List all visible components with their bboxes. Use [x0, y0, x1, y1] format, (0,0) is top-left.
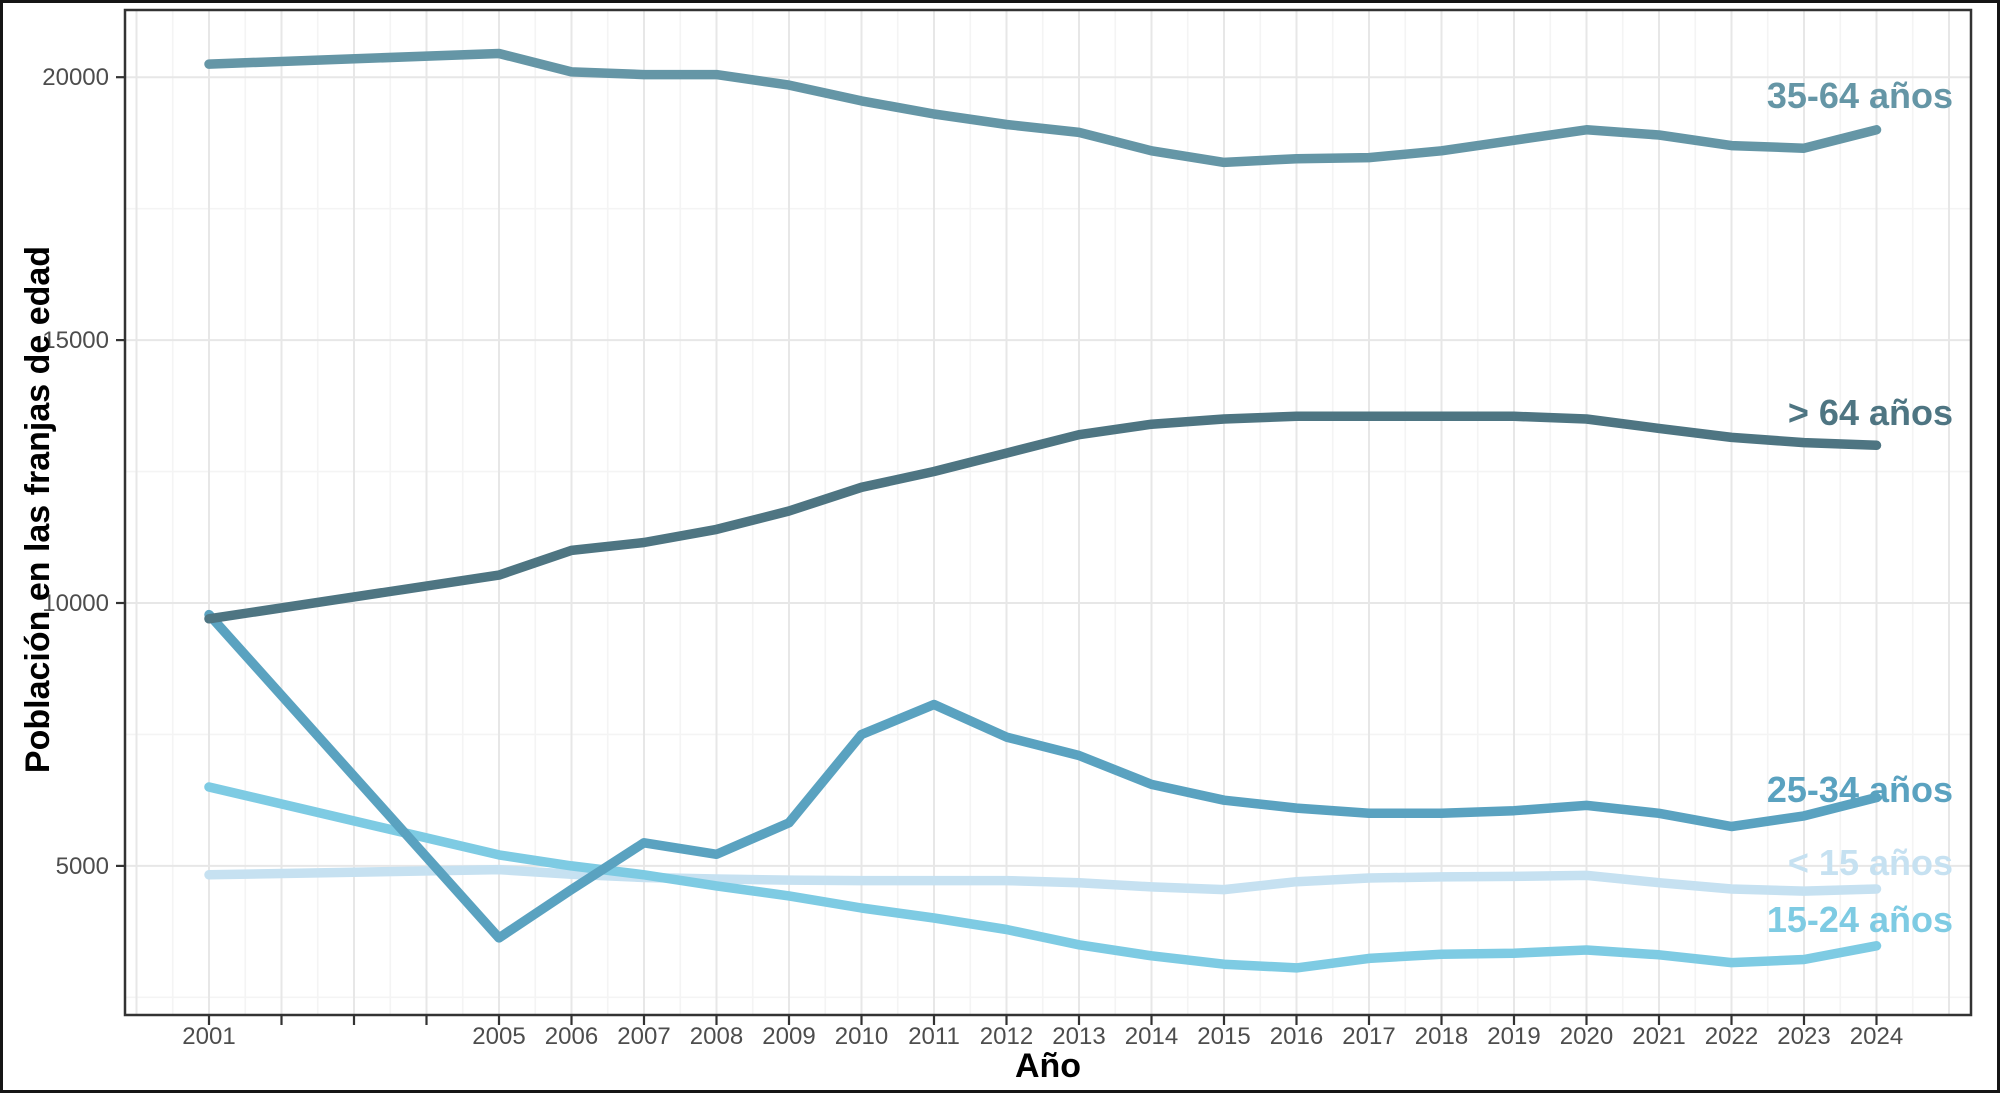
series-line-35-64-a-os [204, 48, 1882, 168]
y-tick-label: 10000 [42, 590, 109, 617]
y-tick-label: 15000 [42, 327, 109, 354]
x-tick-label: 2006 [545, 1023, 598, 1050]
x-tick-label: 2017 [1342, 1023, 1395, 1050]
x-tick-label: 2014 [1125, 1023, 1178, 1050]
series-label-35-64-a-os: 35-64 años [1766, 75, 1953, 116]
x-tick-label: 2009 [762, 1023, 815, 1050]
y-axis-title: Población en las franjas de edad [19, 245, 57, 774]
panel-border [123, 8, 1973, 1017]
x-tick-label: 2018 [1415, 1023, 1468, 1050]
x-axis-title: Año [1014, 1047, 1082, 1085]
x-tick-label: 2012 [980, 1023, 1033, 1050]
x-tick-label: 2024 [1850, 1023, 1903, 1050]
x-tick-label: 2019 [1487, 1023, 1540, 1050]
chart-canvas: 2001 2005 2006 2007 2008 2009 2010 2011 2012 2013… [42, 8, 1973, 1050]
x-tick-label: 2008 [690, 1023, 743, 1050]
x-tick-label: 2020 [1560, 1023, 1613, 1050]
x-tick-label: 2010 [835, 1023, 888, 1050]
x-tick-label: 2016 [1270, 1023, 1323, 1050]
series-line-15-24-a-os [204, 782, 1882, 973]
x-tick-label: 2023 [1777, 1023, 1830, 1050]
x-tick-label: 2007 [617, 1023, 670, 1050]
x-tick-label: 2021 [1632, 1023, 1685, 1050]
series-label--15-a-os: < 15 años [1787, 842, 1953, 883]
series-label--64-a-os: > 64 años [1787, 392, 1953, 433]
series-label-15-24-a-os: 15-24 años [1766, 899, 1953, 940]
y-tick-label: 5000 [56, 853, 109, 880]
x-tick-label: 2001 [182, 1023, 235, 1050]
x-tick-label: 2022 [1705, 1023, 1758, 1050]
x-tick-label: 2011 [908, 1023, 960, 1050]
series-label-25-34-a-os: 25-34 años [1766, 769, 1953, 810]
y-tick-label: 20000 [42, 64, 109, 91]
x-tick-label: 2005 [472, 1023, 525, 1050]
x-tick-label: 2015 [1197, 1023, 1250, 1050]
x-tick-label: 2013 [1052, 1023, 1105, 1050]
series-line-25-34-a-os [204, 609, 1882, 943]
series-line--64-a-os [204, 411, 1882, 624]
